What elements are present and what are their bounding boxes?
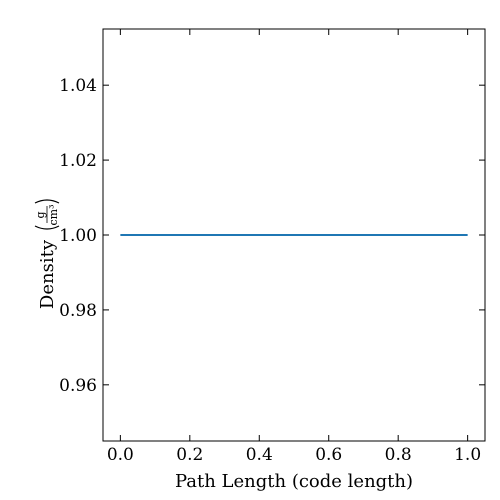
unit-denominator: cm³ [47, 204, 60, 225]
y-axis-label: Density [37, 239, 58, 309]
y-tick-label: 1.02 [59, 151, 97, 171]
unit-right-paren [34, 199, 60, 204]
y-axis-label-group: Density g cm³ [34, 199, 60, 309]
y-tick-label: 1.00 [59, 226, 97, 246]
x-tick-label: 0.2 [176, 445, 203, 465]
x-tick-label: 0.4 [246, 445, 273, 465]
x-tick-label: 0.6 [315, 445, 342, 465]
y-tick-label: 0.98 [59, 301, 97, 321]
y-axis-unit: g cm³ [34, 199, 60, 230]
x-axis-label: Path Length (code length) [175, 471, 413, 492]
axis-ticks [103, 29, 485, 441]
unit-numerator: g [34, 211, 47, 218]
x-tick-label: 1.0 [454, 445, 481, 465]
x-tick-label: 0.0 [107, 445, 134, 465]
axis-tick-labels: 0.0 0.2 0.4 0.6 0.8 1.0 0.96 0.98 1.00 1.02 1.04 [59, 76, 481, 465]
unit-left-paren [34, 225, 60, 230]
y-tick-label: 0.96 [59, 376, 97, 396]
x-tick-label: 0.8 [385, 445, 412, 465]
y-tick-label: 1.04 [59, 76, 97, 96]
